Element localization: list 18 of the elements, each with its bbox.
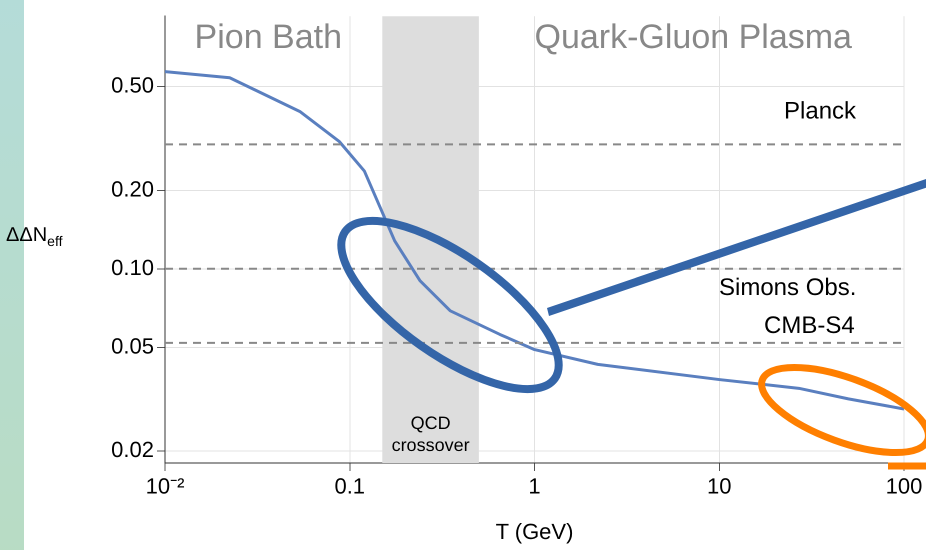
y-tick-label: 0.50: [111, 72, 154, 98]
annotation: Quark-Gluon Plasma: [534, 18, 852, 56]
x-tick-label: 10: [707, 473, 732, 498]
band-label: QCD crossover: [392, 413, 470, 455]
x-tick-label: 100: [886, 473, 922, 498]
ref-line-label: Simons Obs.: [719, 274, 856, 301]
x-tick-label: 1: [528, 473, 541, 498]
ref-line-label: CMB-S4: [764, 312, 855, 339]
y-tick-label: 0.20: [111, 176, 154, 202]
x-axis-title: T (GeV): [496, 518, 574, 544]
ref-line-label: Planck: [784, 97, 858, 124]
y-tick-label: 0.05: [111, 333, 154, 358]
y-tick-label: 0.02: [111, 437, 154, 462]
y-axis-title: ΔΔN$_{eff}$: [6, 224, 62, 249]
y-tick-label: 0.10: [111, 254, 154, 280]
x-tick-label: 10⁻²: [146, 473, 184, 498]
annotation: Pion Bath: [194, 18, 342, 56]
x-tick-label: 0.1: [334, 473, 366, 498]
